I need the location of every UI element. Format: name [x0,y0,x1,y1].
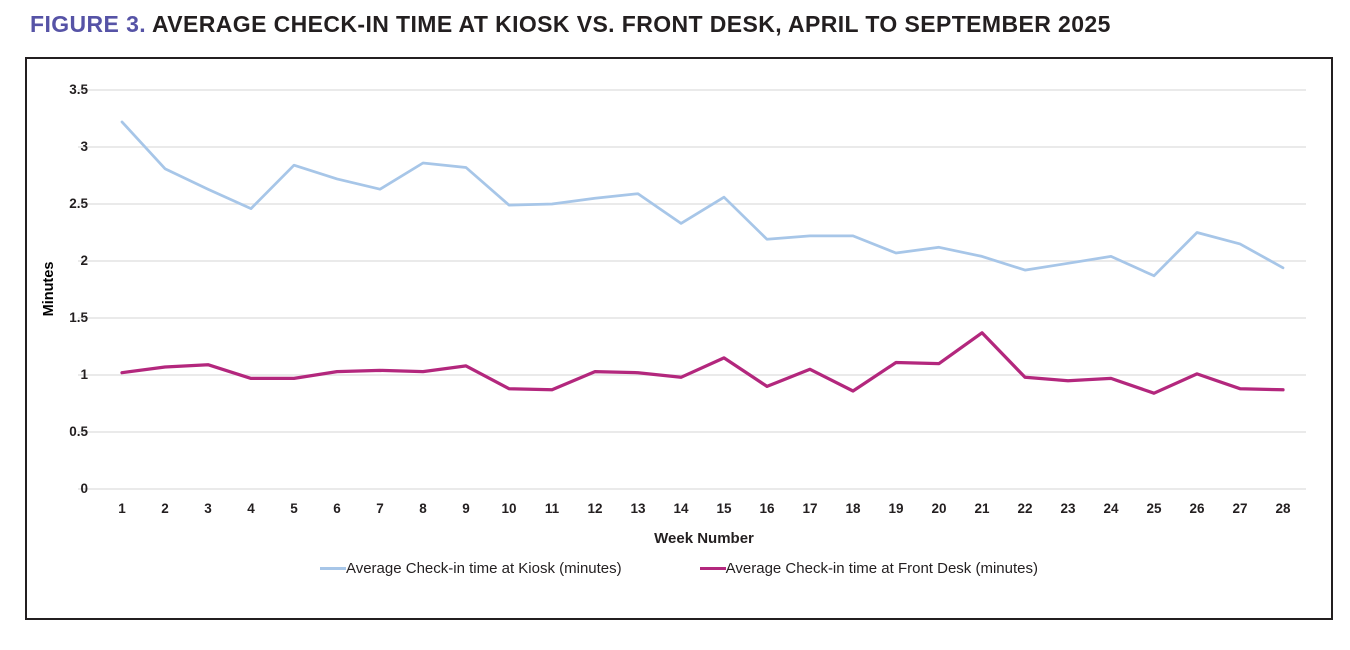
chart-card: 0 0.5 1 1.5 2 2.5 3 3.5 1 2 3 4 5 6 7 8 9 10 11 12 13 14 15 16… [25,57,1333,620]
x-tick-label: 27 [1232,501,1248,516]
y-tick-label: 0.5 [69,424,88,439]
legend-item-kiosk: Average Check-in time at Kiosk (minutes) [319,560,622,577]
figure-title-text: AVERAGE CHECK-IN TIME AT KIOSK VS. FRONT… [152,11,1111,37]
series-line [120,331,1285,395]
line-chart-plot [78,89,1306,490]
x-tick-label: 1 [118,501,126,516]
y-tick-label: 3.5 [69,82,88,97]
figure-label: FIGURE 3. [30,11,147,37]
y-tick-label: 2.5 [69,196,88,211]
y-tick-label: 0 [80,481,88,496]
x-tick-label: 11 [544,501,560,516]
x-tick-label: 22 [1017,501,1033,516]
x-tick-label: 8 [419,501,427,516]
y-axis-title: Minutes [41,261,57,317]
x-tick-label: 7 [376,501,384,516]
y-tick-label: 1.5 [69,310,88,325]
x-tick-label: 6 [333,501,341,516]
x-tick-label: 5 [290,501,298,516]
x-tick-label: 28 [1275,501,1291,516]
x-tick-label: 14 [673,501,689,516]
x-axis-title: Week Number [654,530,754,547]
front-desk-line-swatch-icon [699,567,726,570]
x-tick-label: 2 [161,501,169,516]
x-tick-label: 3 [204,501,212,516]
y-tick-label: 2 [80,253,88,268]
x-tick-label: 26 [1189,501,1205,516]
x-tick-label: 20 [931,501,947,516]
x-tick-label: 10 [501,501,517,516]
x-tick-label: 24 [1103,501,1119,516]
x-tick-label: 17 [802,501,818,516]
page-title: FIGURE 3. AVERAGE CHECK-IN TIME AT KIOSK… [30,11,1111,38]
x-tick-label: 15 [716,501,732,516]
kiosk-line-swatch-icon [319,567,346,570]
series-line [120,120,1285,278]
legend-label-front-desk: Average Check-in time at Front Desk (min… [725,560,1038,577]
x-tick-label: 25 [1146,501,1162,516]
x-tick-label: 12 [587,501,603,516]
x-tick-label: 16 [759,501,775,516]
x-tick-label: 21 [974,501,990,516]
x-tick-label: 13 [630,501,646,516]
legend-label-kiosk: Average Check-in time at Kiosk (minutes) [345,560,622,577]
y-tick-label: 3 [80,139,88,154]
legend-item-front-desk: Average Check-in time at Front Desk (min… [699,560,1038,577]
chart-legend: Average Check-in time at Kiosk (minutes)… [27,560,1331,577]
x-tick-label: 4 [247,501,255,516]
y-tick-label: 1 [80,367,88,382]
x-tick-label: 23 [1060,501,1076,516]
x-tick-label: 19 [888,501,904,516]
x-tick-label: 18 [845,501,861,516]
x-tick-label: 9 [462,501,470,516]
